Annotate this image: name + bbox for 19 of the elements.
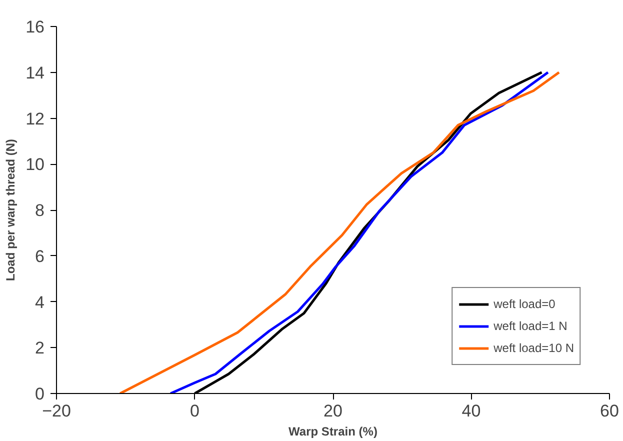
y-tick-label: 0 — [35, 384, 45, 404]
legend-label: weft load=0 — [494, 297, 556, 311]
x-axis-title: Warp Strain (%) — [288, 424, 378, 438]
x-tick-label: 40 — [462, 402, 481, 420]
y-tick-label: 2 — [35, 338, 45, 358]
y-tick-label: 14 — [26, 63, 45, 82]
y-tick-label: 4 — [35, 292, 45, 312]
x-tick-label: −20 — [42, 402, 71, 420]
x-tick-label: 60 — [600, 402, 619, 420]
y-tick-label: 6 — [35, 246, 45, 266]
y-axis-title: Load per warp thread (N) — [4, 138, 18, 282]
x-tick-label: 20 — [324, 402, 342, 420]
y-tick-label: 8 — [35, 201, 45, 220]
legend-label: weft load=1 N — [494, 319, 568, 333]
legend-label: weft load=10 N — [494, 341, 574, 355]
y-tick-label: 12 — [26, 109, 45, 128]
y-tick-label: 16 — [26, 18, 45, 36]
y-tick-label: 10 — [26, 155, 45, 174]
x-tick-label: 0 — [190, 402, 200, 420]
